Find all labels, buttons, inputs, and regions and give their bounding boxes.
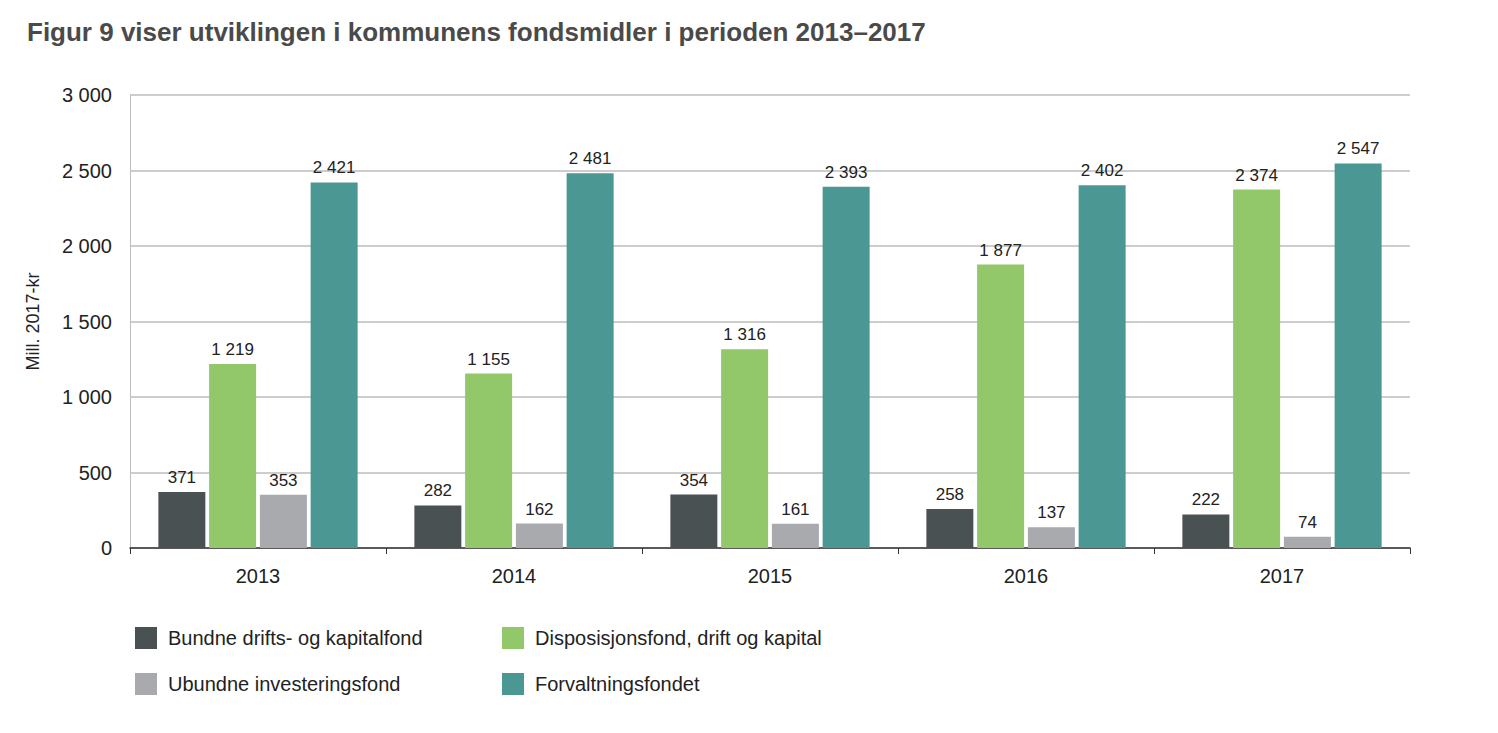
svg-text:Disposisjonsfond, drift og kap: Disposisjonsfond, drift og kapital xyxy=(535,627,822,649)
svg-text:353: 353 xyxy=(269,471,297,490)
svg-text:3 000: 3 000 xyxy=(62,84,112,106)
svg-text:Figur 9 viser utviklingen i ko: Figur 9 viser utviklingen i kommunens fo… xyxy=(27,17,926,47)
svg-text:371: 371 xyxy=(168,468,196,487)
svg-text:2014: 2014 xyxy=(492,565,537,587)
svg-text:0: 0 xyxy=(101,537,112,559)
svg-text:222: 222 xyxy=(1192,490,1220,509)
svg-text:2 393: 2 393 xyxy=(825,163,868,182)
svg-text:1 219: 1 219 xyxy=(211,340,254,359)
svg-text:500: 500 xyxy=(79,462,112,484)
svg-text:137: 137 xyxy=(1037,503,1065,522)
svg-text:1 000: 1 000 xyxy=(62,386,112,408)
svg-text:2 547: 2 547 xyxy=(1337,139,1380,158)
svg-text:Bundne drifts- og kapitalfond: Bundne drifts- og kapitalfond xyxy=(168,627,423,649)
svg-text:2 500: 2 500 xyxy=(62,160,112,182)
svg-text:2013: 2013 xyxy=(236,565,281,587)
svg-text:258: 258 xyxy=(936,485,964,504)
svg-text:1 316: 1 316 xyxy=(723,325,766,344)
svg-text:354: 354 xyxy=(680,471,708,490)
svg-text:74: 74 xyxy=(1298,513,1317,532)
svg-text:2016: 2016 xyxy=(1004,565,1049,587)
svg-text:2 481: 2 481 xyxy=(569,149,612,168)
svg-text:2 374: 2 374 xyxy=(1235,166,1278,185)
svg-text:2 000: 2 000 xyxy=(62,235,112,257)
svg-text:1 500: 1 500 xyxy=(62,311,112,333)
svg-text:1 877: 1 877 xyxy=(979,241,1022,260)
svg-text:282: 282 xyxy=(424,481,452,500)
svg-text:2 421: 2 421 xyxy=(313,158,356,177)
svg-text:2015: 2015 xyxy=(748,565,793,587)
svg-text:Ubundne investeringsfond: Ubundne investeringsfond xyxy=(168,673,400,695)
svg-text:161: 161 xyxy=(781,500,809,519)
svg-text:2 402: 2 402 xyxy=(1081,161,1124,180)
svg-text:Mill. 2017-kr: Mill. 2017-kr xyxy=(23,272,43,370)
svg-text:1 155: 1 155 xyxy=(467,350,510,369)
svg-text:Forvaltningsfondet: Forvaltningsfondet xyxy=(535,673,700,695)
svg-text:162: 162 xyxy=(525,500,553,519)
svg-text:2017: 2017 xyxy=(1260,565,1305,587)
